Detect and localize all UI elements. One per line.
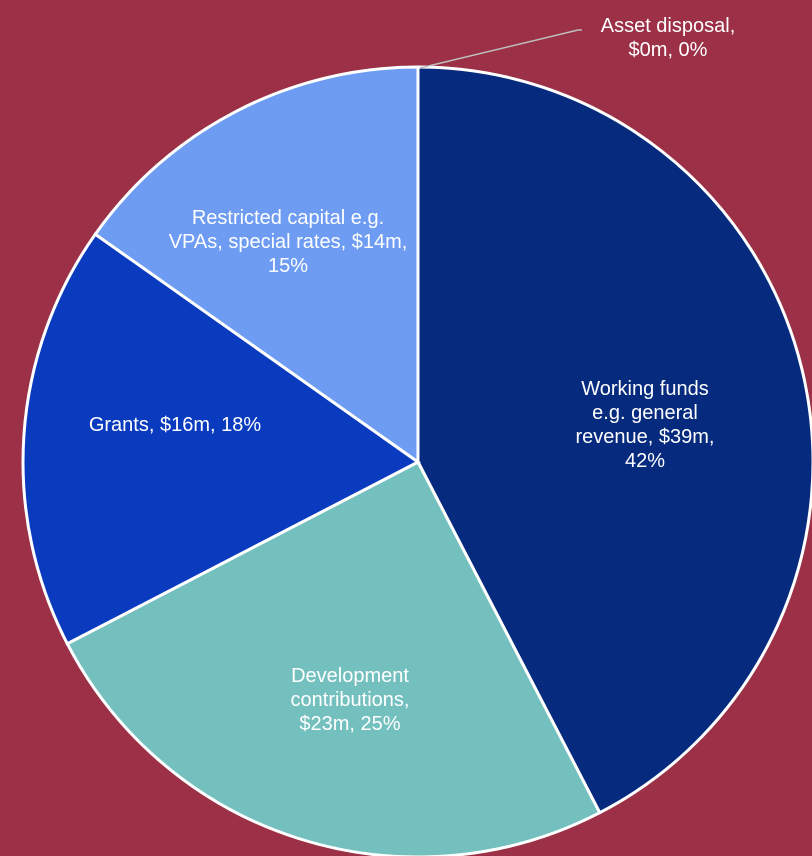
pie-slice (21, 232, 421, 646)
data-label: Restricted capital e.g. VPAs, special ra… (168, 207, 408, 277)
pie-slice (416, 65, 812, 815)
data-label: Asset disposal, $0m, 0% (600, 15, 736, 61)
pie-slice (65, 459, 602, 856)
pie-slice (93, 65, 420, 465)
data-label: Development contributions, $23m, 25% (290, 665, 410, 735)
leader-line (419, 29, 582, 69)
data-label: Working funds e.g. general revenue, $39m… (575, 378, 715, 472)
data-label: Grants, $16m, 18% (88, 414, 262, 436)
